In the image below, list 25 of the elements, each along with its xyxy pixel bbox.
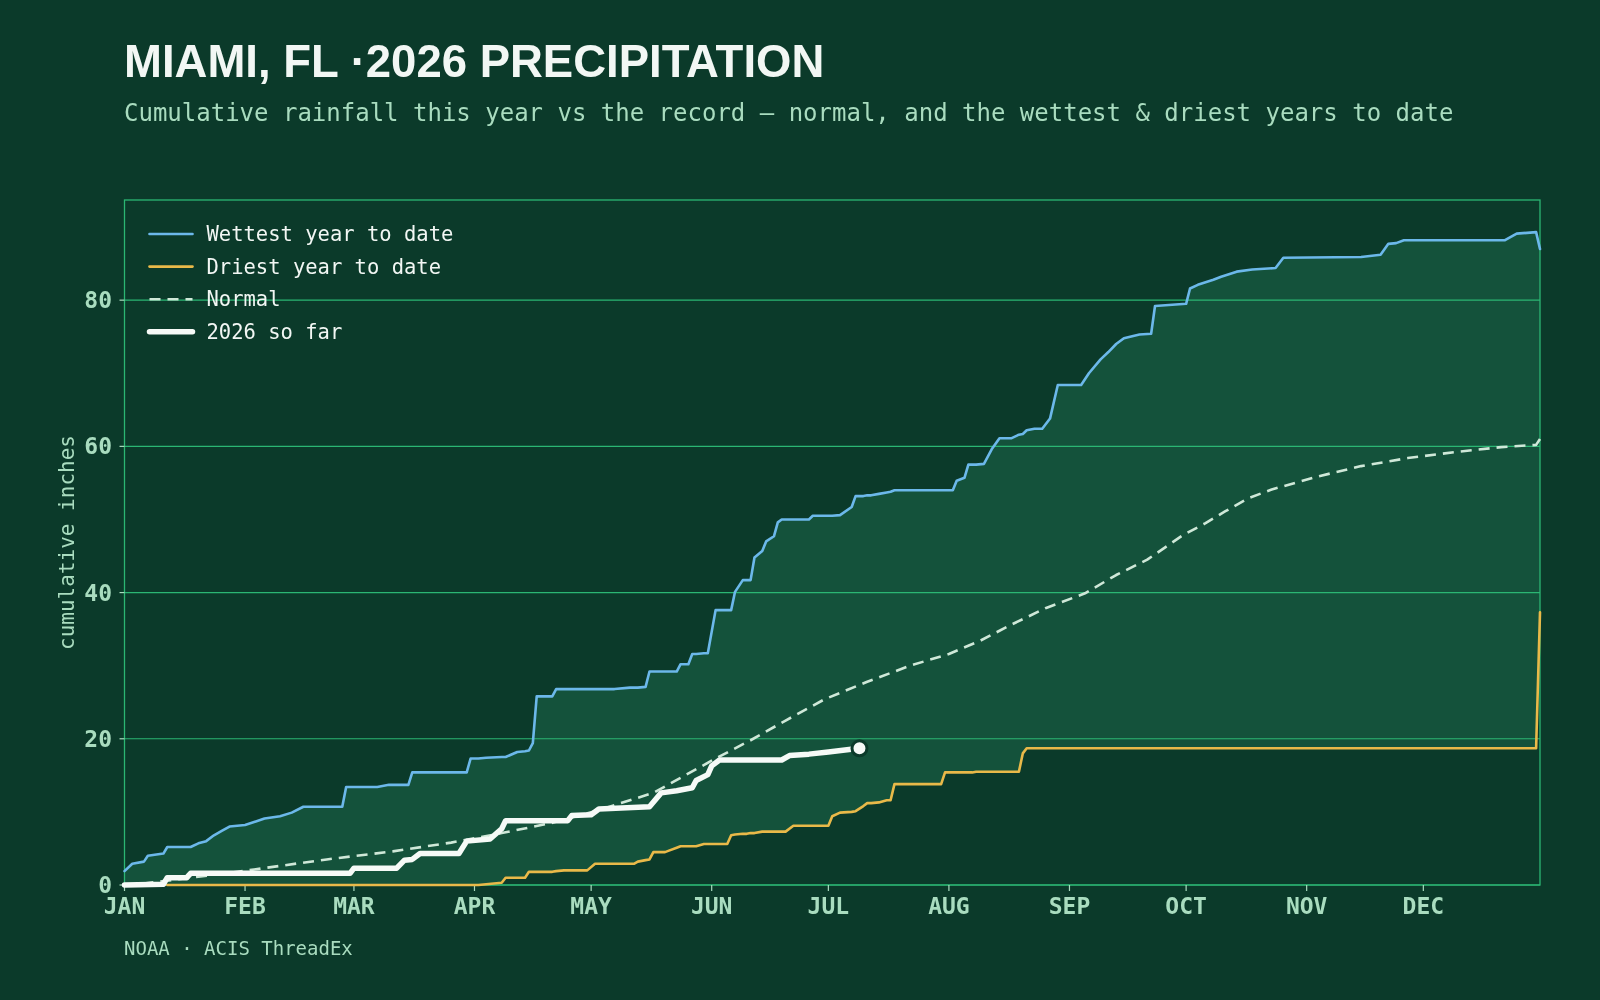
x-tick-label: SEP bbox=[1048, 893, 1091, 919]
x-tick-label: JAN bbox=[103, 893, 146, 919]
y-tick-label: 80 bbox=[84, 287, 112, 314]
y-tick-label: 20 bbox=[84, 725, 112, 752]
y-axis-title: cumulative inches bbox=[55, 435, 80, 650]
x-tick-label: AUG bbox=[928, 893, 970, 919]
x-tick-label: JUL bbox=[807, 893, 850, 919]
x-tick-label: DEC bbox=[1402, 893, 1445, 919]
legend-label: Driest year to date bbox=[206, 254, 441, 279]
x-tick-label: NOV bbox=[1285, 893, 1328, 919]
y-tick-label: 40 bbox=[84, 579, 112, 606]
x-tick-label: APR bbox=[453, 893, 496, 919]
legend-label: Wettest year to date bbox=[206, 222, 454, 247]
legend-label: 2026 so far bbox=[206, 319, 343, 344]
x-tick-label: FEB bbox=[224, 893, 266, 919]
x-tick-label: JUN bbox=[690, 893, 733, 919]
text: NOAA · ACIS ThreadEx bbox=[124, 937, 353, 959]
x-tick-label: MAR bbox=[333, 893, 375, 919]
y-tick-label: 60 bbox=[84, 433, 112, 460]
x-tick-label: OCT bbox=[1165, 893, 1207, 919]
x-tick-label: MAY bbox=[570, 893, 613, 919]
legend-label: Normal bbox=[206, 287, 281, 312]
chart-subtitle: Cumulative rainfall this year vs the record — normal, and the wettest & driest years to date bbox=[124, 99, 1454, 127]
line-series bbox=[165, 611, 1542, 887]
chart-title: MIAMI, FL ·2026 PRECIPITATION bbox=[124, 36, 825, 87]
